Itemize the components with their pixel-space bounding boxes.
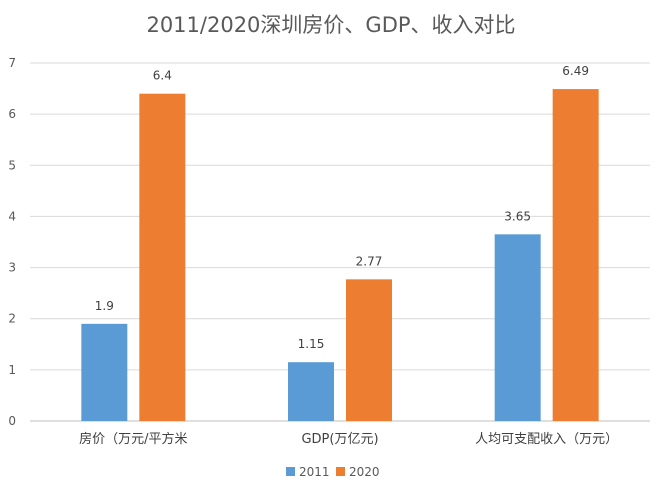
y-tick-label: 4 [8, 209, 16, 223]
y-tick-label: 7 [8, 56, 16, 70]
x-axis: 房价（万元/平方米 GDP(万亿元) 人均可支配收入（万元） [79, 431, 618, 447]
data-label: 1.9 [95, 299, 114, 313]
x-category-label: 人均可支配收入（万元） [475, 432, 618, 447]
legend-swatch-2020 [336, 467, 345, 476]
data-label: 2.77 [356, 254, 383, 268]
y-tick-label: 0 [8, 414, 16, 428]
gridlines [30, 62, 650, 422]
bar-2020-1 [346, 279, 392, 421]
x-category-label: 房价（万元/平方米 [79, 431, 187, 447]
legend: 2011 2020 [286, 465, 380, 479]
bar-2020-2 [552, 89, 599, 421]
y-tick-label: 1 [8, 363, 16, 377]
legend-swatch-2011 [286, 467, 295, 476]
data-label: 1.15 [298, 337, 325, 351]
legend-label-2011: 2011 [299, 465, 330, 479]
y-tick-label: 5 [8, 158, 16, 172]
y-tick-label: 2 [8, 312, 16, 326]
bar-2011-0 [81, 323, 128, 421]
data-label: 3.65 [504, 209, 531, 223]
bar-2020-0 [139, 93, 186, 421]
y-axis: 0 1 2 3 4 5 6 7 [8, 56, 16, 428]
x-category-label: GDP(万亿元) [301, 432, 378, 447]
data-label: 6.4 [153, 69, 172, 83]
bars: 1.9 6.4 1.15 2.77 3.65 6.49 [81, 64, 599, 421]
y-tick-label: 3 [8, 261, 16, 275]
bar-2011-2 [494, 234, 541, 421]
legend-label-2020: 2020 [349, 465, 380, 479]
y-tick-label: 6 [8, 107, 16, 121]
chart-title: 2011/2020深圳房价、GDP、收入对比 [146, 13, 515, 37]
bar-2011-1 [288, 362, 334, 421]
data-label: 6.49 [562, 64, 589, 78]
